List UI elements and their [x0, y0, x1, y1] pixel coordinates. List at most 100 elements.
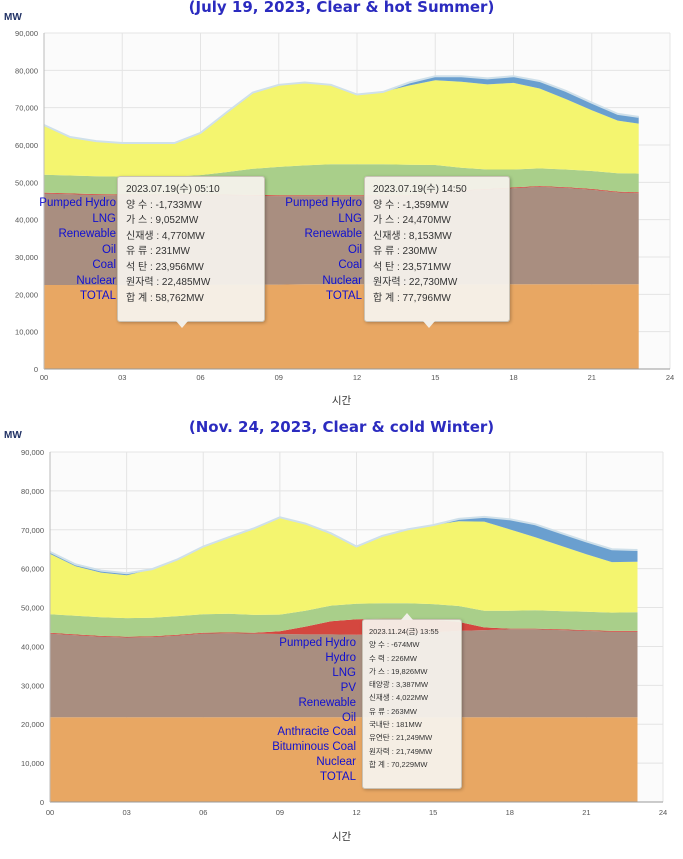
tooltip-row: 태양광 : 3,387MW: [369, 680, 429, 690]
tooltip-row: 양 수 : -674MW: [369, 640, 420, 650]
y-tick-label: 40,000: [15, 216, 38, 225]
tooltip-timestamp: 2023.11.24(금) 13:55: [369, 627, 439, 636]
label: Hydro: [325, 651, 356, 664]
tooltip-row: 가 스 : 19,826MW: [369, 666, 428, 676]
y-tick-label: 80,000: [21, 487, 44, 496]
area-nuclear: [50, 717, 638, 802]
tooltip-row: 유 류 : 230MW: [373, 246, 437, 257]
label: Oil: [347, 243, 362, 256]
summer-tooltip-2-english-labels: Pumped Hydro LNG Renewable Oil Coal Nucl…: [276, 196, 362, 305]
label: LNG: [332, 666, 356, 679]
y-tick-label: 90,000: [21, 448, 44, 457]
tooltip-pointer: [401, 613, 413, 620]
x-tick-label: 12: [352, 808, 360, 817]
y-tick-label: 20,000: [15, 290, 38, 299]
x-tick-label: 24: [666, 373, 674, 382]
x-tick-label: 09: [276, 808, 284, 817]
label: TOTAL: [320, 771, 356, 784]
area-lng: [50, 517, 638, 619]
area-oil: [44, 186, 639, 197]
tooltip-row: 유 류 : 263MW: [369, 706, 417, 716]
tooltip-timestamp: 2023.07.19(수) 05:10: [126, 184, 220, 195]
area-coal: [50, 629, 638, 718]
label: Oil: [341, 711, 356, 724]
summer-chart-panel: 0 10,000 20,000 30,000 40,000 50,000 60,000 70,…: [0, 0, 683, 412]
label: Oil: [101, 243, 116, 256]
tooltip-row: 가 스 : 9,052MW: [126, 215, 199, 226]
label: Nuclear: [76, 274, 116, 287]
tooltip-row: 신재생 : 8,153MW: [373, 230, 452, 242]
y-tick-label: 90,000: [15, 29, 38, 38]
tooltip-row: 석 탄 : 23,571MW: [373, 261, 451, 273]
y-tick-label: 50,000: [21, 604, 44, 613]
x-tick-label: 24: [659, 808, 667, 817]
tooltip-row: 석 탄 : 23,956MW: [126, 261, 204, 273]
summer-tooltip-1450: 2023.07.19(수) 14:50 양 수 : -1,359MW 가 스 :…: [364, 176, 510, 328]
winter-tooltip-1355: 2023.11.24(금) 13:55 양 수 : -674MW 수 력 : 2…: [362, 613, 462, 789]
label: Nuclear: [322, 274, 362, 287]
tooltip-timestamp: 2023.07.19(수) 14:50: [373, 184, 467, 195]
label: Bituminous Coal: [272, 741, 356, 754]
label: Nuclear: [316, 756, 356, 769]
label: Renewable: [298, 696, 356, 709]
area-lng: [44, 80, 639, 177]
summer-chart-title: (July 19, 2023, Clear & hot Summer): [188, 0, 495, 16]
y-tick-label: 70,000: [15, 104, 38, 113]
x-tick-label: 21: [582, 808, 590, 817]
x-tick-label: 18: [506, 808, 514, 817]
tooltip-row: 유연탄 : 21,249MW: [369, 733, 433, 743]
label: PV: [340, 681, 356, 694]
winter-y-unit: MW: [4, 430, 22, 441]
area-oil: [50, 618, 638, 638]
summer-tooltip-1-english-labels: Pumped Hydro LNG Renewable Oil Coal Nucl…: [36, 196, 116, 305]
y-tick-label: 0: [34, 365, 38, 374]
label: TOTAL: [326, 290, 362, 302]
x-tick-label: 06: [199, 808, 207, 817]
label: Anthracite Coal: [277, 726, 356, 739]
y-tick-label: 30,000: [21, 681, 44, 690]
winter-chart-panel: 0 10,000 20,000 30,000 40,000 50,000 60,000 70,…: [0, 412, 683, 859]
tooltip-row: 원자력 : 22,730MW: [373, 277, 458, 288]
area-renewable: [50, 603, 638, 637]
label: Pumped Hydro: [279, 637, 356, 649]
y-tick-label: 10,000: [15, 328, 38, 337]
y-tick-label: 50,000: [15, 178, 38, 187]
x-tick-label: 03: [118, 373, 126, 382]
tooltip-row: 원자력 : 21,749MW: [369, 746, 433, 756]
x-tick-label: 03: [122, 808, 130, 817]
tooltip-row: 원자력 : 22,485MW: [126, 277, 211, 288]
total-demand-line: [43, 75, 639, 144]
label: LNG: [92, 212, 116, 225]
y-tick-label: 60,000: [15, 141, 38, 150]
x-tick-label: 06: [196, 373, 204, 382]
tooltip-pointer: [423, 321, 435, 328]
y-tick-label: 70,000: [21, 526, 44, 535]
tooltip-row: 합 계 : 77,796MW: [373, 292, 451, 304]
tooltip-row: 양 수 : -1,359MW: [373, 199, 449, 211]
y-tick-label: 20,000: [21, 720, 44, 729]
tooltip-row: 신재생 : 4,770MW: [126, 230, 205, 242]
tooltip-row: 수 력 : 226MW: [369, 653, 417, 663]
x-tick-label: 15: [429, 808, 437, 817]
winter-x-axis-title: 시간: [331, 831, 352, 843]
tooltip-row: 합 계 : 58,762MW: [126, 292, 204, 304]
label: Renewable: [58, 228, 116, 240]
x-tick-label: 12: [353, 373, 361, 382]
y-tick-label: 60,000: [21, 565, 44, 574]
label: Coal: [338, 259, 362, 271]
tooltip-row: 국내탄 : 181MW: [369, 720, 422, 730]
tooltip-row: 가 스 : 24,470MW: [373, 215, 451, 226]
summer-x-axis-title: 시간: [331, 395, 352, 407]
y-tick-label: 80,000: [15, 66, 38, 75]
label: Coal: [92, 259, 116, 271]
tooltip-row: 양 수 : -1,733MW: [126, 199, 202, 211]
label: TOTAL: [80, 290, 116, 302]
summer-tooltip-0510: 2023.07.19(수) 05:10 양 수 : -1,733MW 가 스 :…: [117, 176, 265, 328]
x-tick-label: 18: [509, 373, 517, 382]
winter-chart: 0 10,000 20,000 30,000 40,000 50,000 60,000 70,…: [21, 448, 667, 817]
x-tick-label: 00: [46, 808, 54, 817]
y-tick-label: 40,000: [21, 642, 44, 651]
total-demand-line: [49, 515, 638, 575]
label: LNG: [338, 212, 362, 225]
winter-tooltip-english-labels: Pumped Hydro Hydro LNG PV Renewable Oil …: [250, 636, 356, 785]
